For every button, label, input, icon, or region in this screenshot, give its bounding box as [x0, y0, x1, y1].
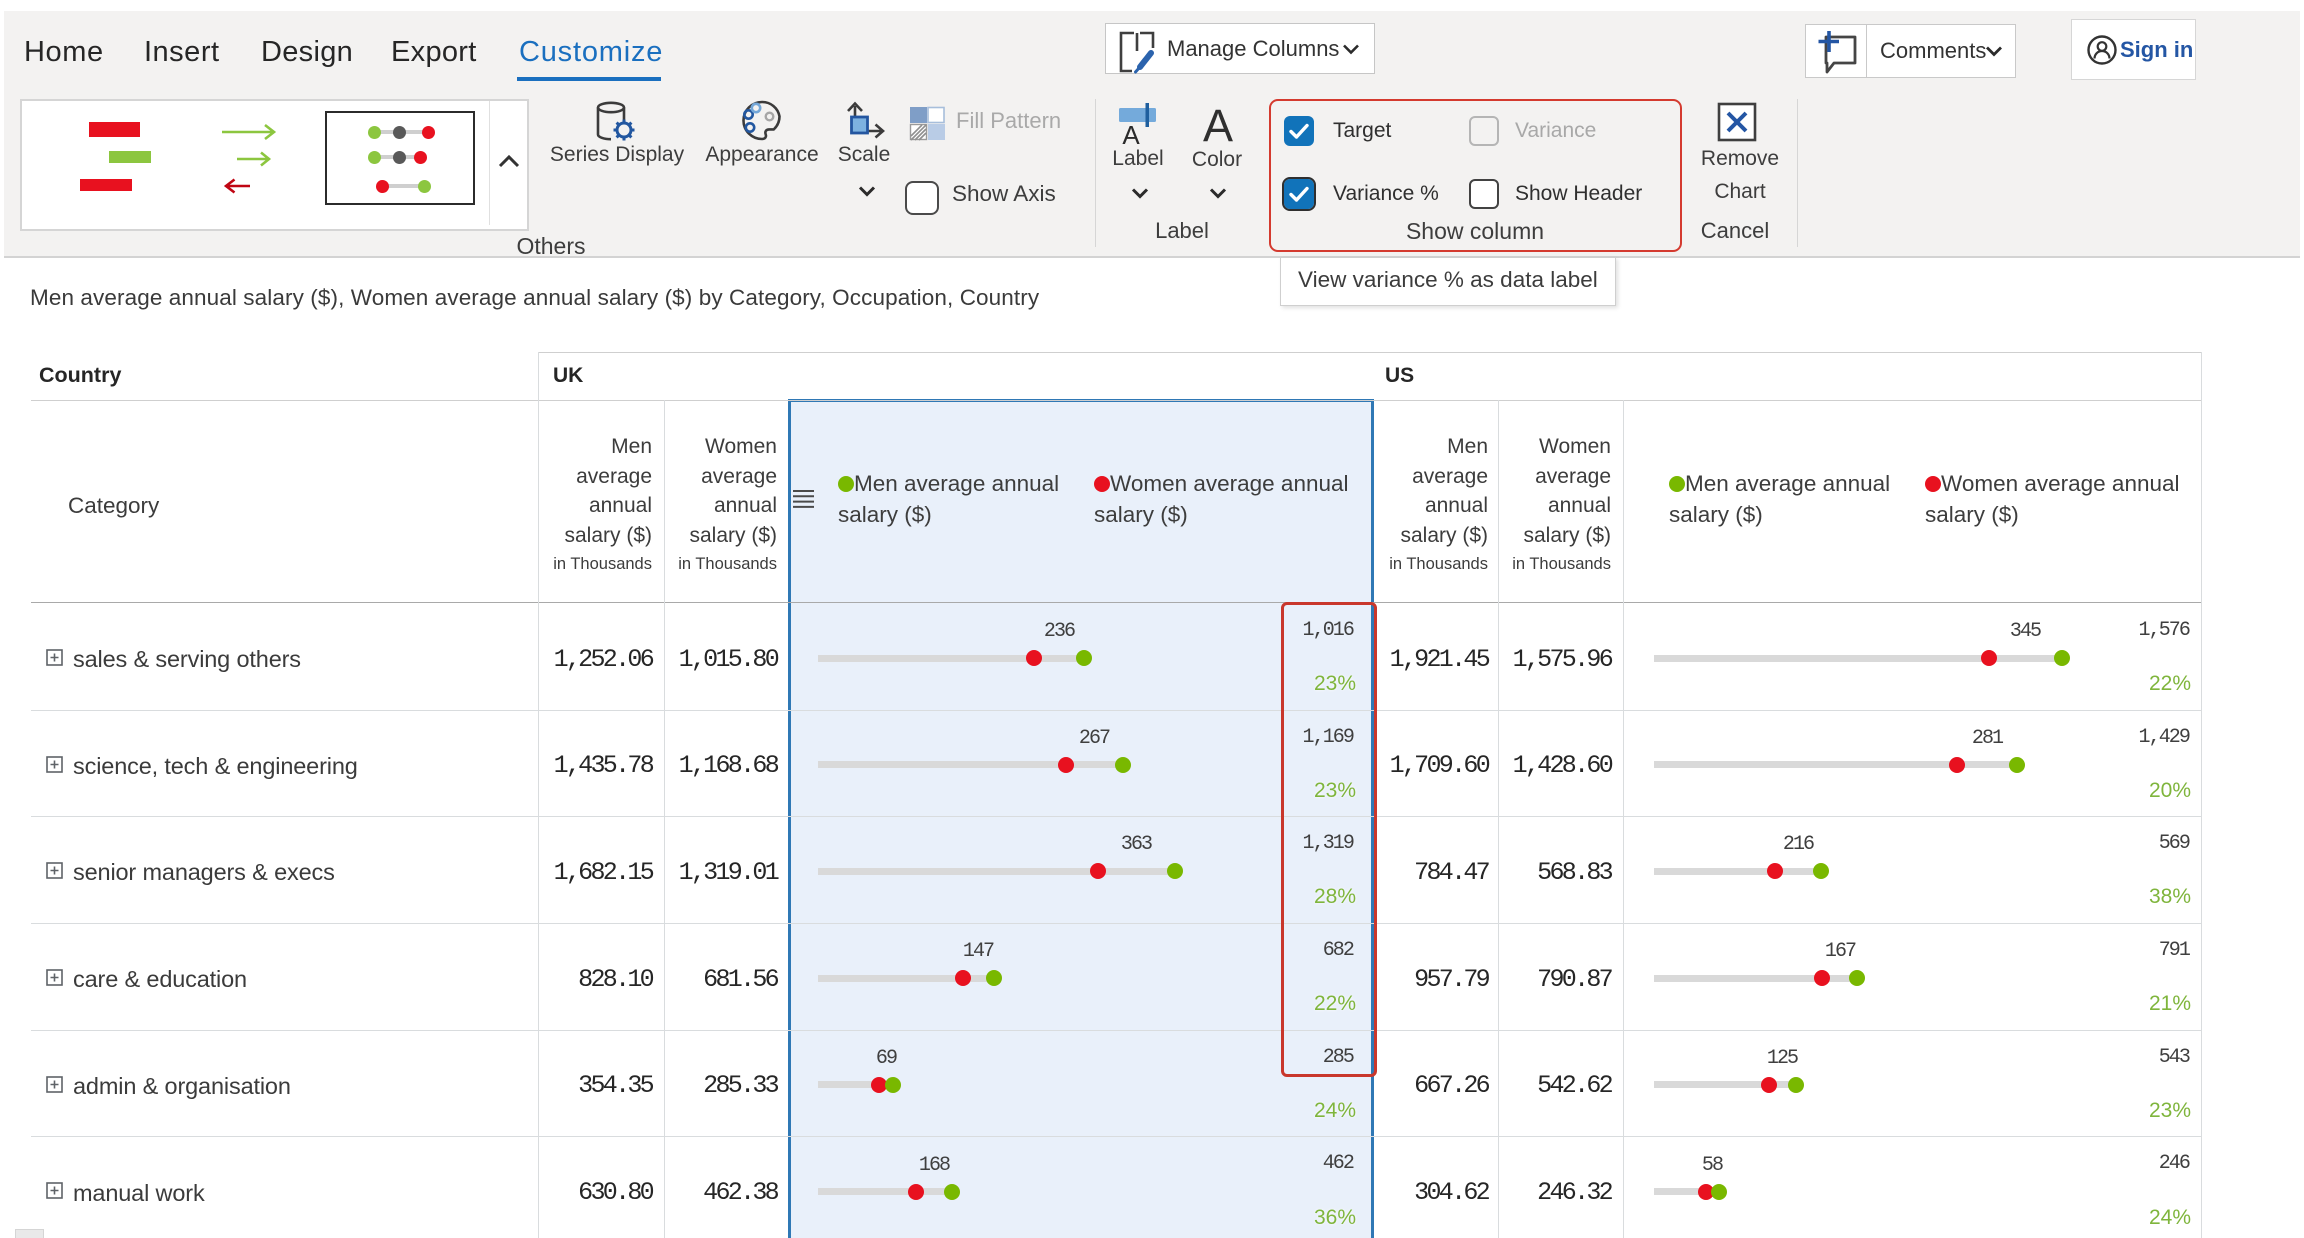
svg-text:A: A [1122, 120, 1140, 148]
